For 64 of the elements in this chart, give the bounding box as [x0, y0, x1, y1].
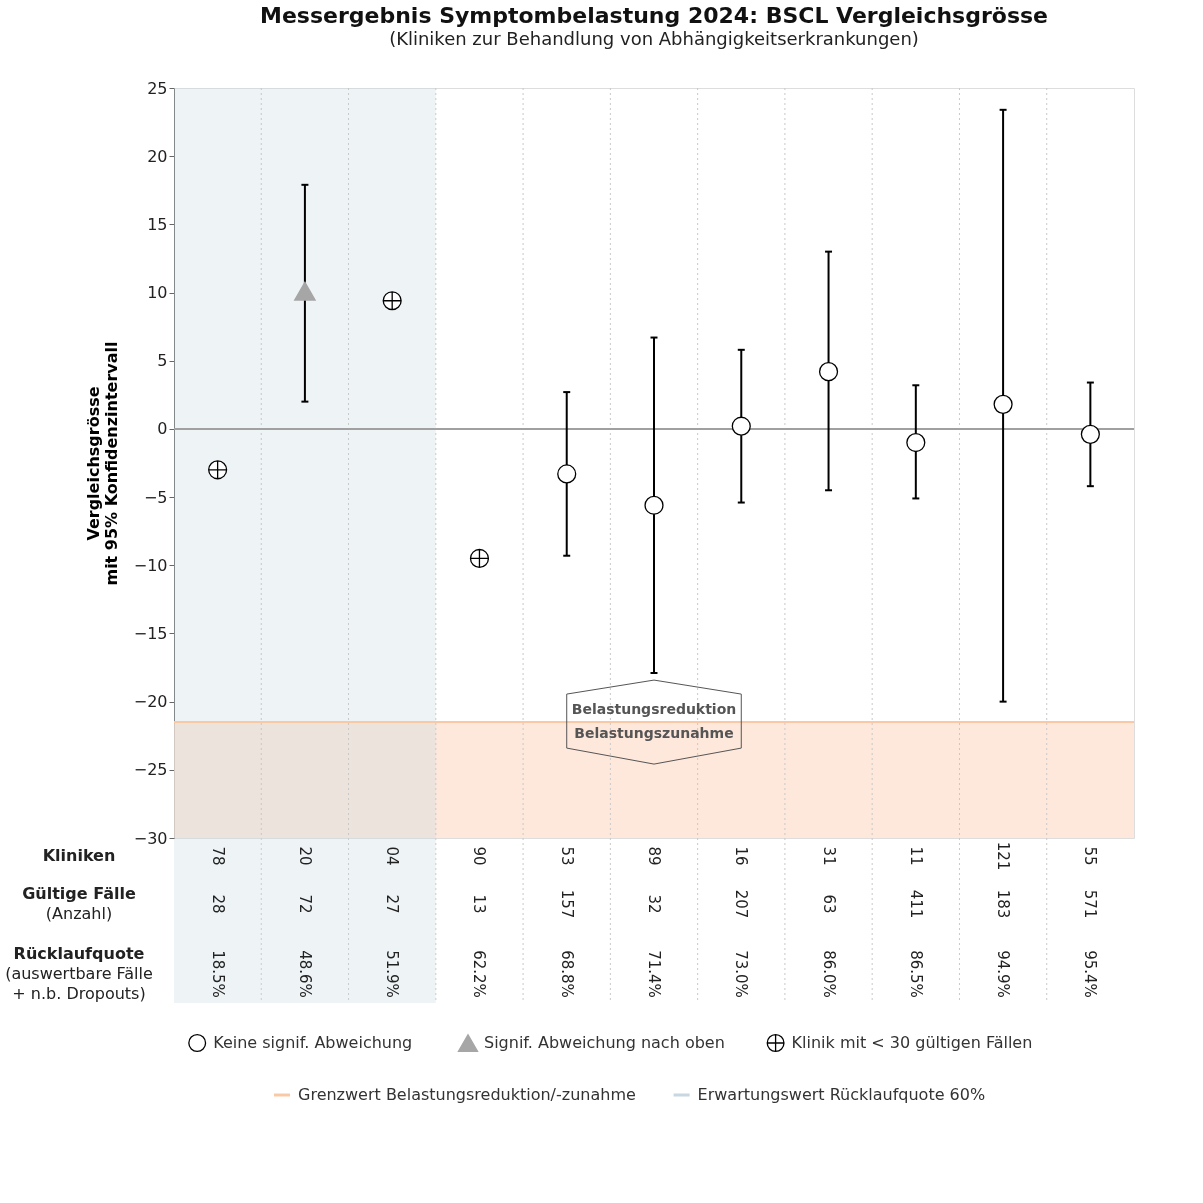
text: 157 [557, 889, 576, 919]
y-tick-label: 0 [157, 419, 168, 439]
legend-label: Keine signif. Abweichung [213, 1033, 413, 1052]
text: 63 [819, 894, 838, 914]
x-tick-label: 04 [383, 846, 402, 866]
x-tick-label: 53 [557, 846, 576, 866]
text: 48.6% [295, 950, 314, 998]
text: 27 [383, 894, 402, 914]
text: 411 [906, 889, 925, 919]
point [382, 291, 402, 311]
chart-subtitle: (Kliniken zur Behandlung von Abhängigkeitserkrankungen) [389, 28, 919, 49]
text: 71.4% [645, 950, 663, 998]
x-tick-label: 20 [295, 846, 314, 866]
x-tick-label: 31 [819, 846, 838, 866]
y-axis-title: Vergleichsgrösse mit 95% Konfidenzintervall [83, 341, 121, 586]
text: 13 [470, 894, 489, 914]
text: 51.9% [383, 950, 402, 998]
x-tick-label: 55 [1081, 846, 1100, 866]
y-tick-label: −25 [133, 760, 168, 780]
text: 94.9% [994, 950, 1013, 998]
point [208, 460, 228, 480]
legend-label: Erwartungswert Rücklaufquote 60% [697, 1085, 986, 1104]
y-tick-label: 10 [147, 283, 168, 303]
text: 68.8% [557, 950, 576, 998]
point [469, 548, 490, 569]
y-tick-label: −20 [133, 692, 168, 712]
y-tick-label: 15 [147, 214, 168, 234]
y-tick-label: 25 [147, 78, 168, 98]
y-tick-label: 5 [157, 351, 168, 371]
y-tick-label: 20 [147, 146, 168, 166]
text: 72 [295, 894, 314, 914]
category-label: Rücklaufquote (auswertbare Fälle + n.b. Dropouts) [5, 944, 153, 1003]
text: 95.4% [1081, 950, 1100, 998]
x-axis-title: Kliniken [42, 846, 116, 865]
text: 571 [1081, 889, 1100, 919]
x-tick-label: 121 [994, 841, 1013, 871]
annotation: Belastungszunahme [574, 725, 734, 742]
annotation: Belastungsreduktion [571, 701, 737, 718]
text: 207 [732, 889, 751, 919]
legend-label: Klinik mit < 30 gültigen Fällen [791, 1033, 1033, 1052]
category-label: Gültige Fälle (Anzahl) [22, 884, 136, 923]
point [294, 281, 316, 301]
text: 28 [208, 894, 227, 914]
y-tick-label: −10 [133, 555, 168, 575]
x-tick-label: 16 [732, 846, 751, 866]
point [731, 416, 751, 436]
x-tick-label: 89 [645, 846, 663, 866]
y-tick-label: −30 [133, 828, 168, 848]
y-tick-label: −5 [143, 487, 168, 507]
x-tick-label: 78 [208, 846, 227, 866]
legend-label: Signif. Abweichung nach oben [484, 1033, 725, 1052]
chart-title: Messergebnis Symptombelastung 2024: BSCL Vergleichsgrösse [259, 3, 1049, 28]
y-tick-label: −15 [133, 623, 168, 643]
text: 86.5% [906, 950, 925, 998]
text: 18.5% [208, 950, 227, 998]
x-tick-label: 90 [470, 846, 489, 866]
text: 183 [994, 889, 1013, 919]
text: 62.2% [470, 950, 489, 998]
point [1080, 424, 1100, 444]
legend-label: Grenzwert Belastungsreduktion/-zunahme [298, 1085, 636, 1104]
text: 32 [645, 894, 663, 914]
text: 73.0% [732, 950, 751, 998]
text: 86.0% [819, 950, 838, 998]
x-tick-label: 11 [906, 846, 925, 866]
